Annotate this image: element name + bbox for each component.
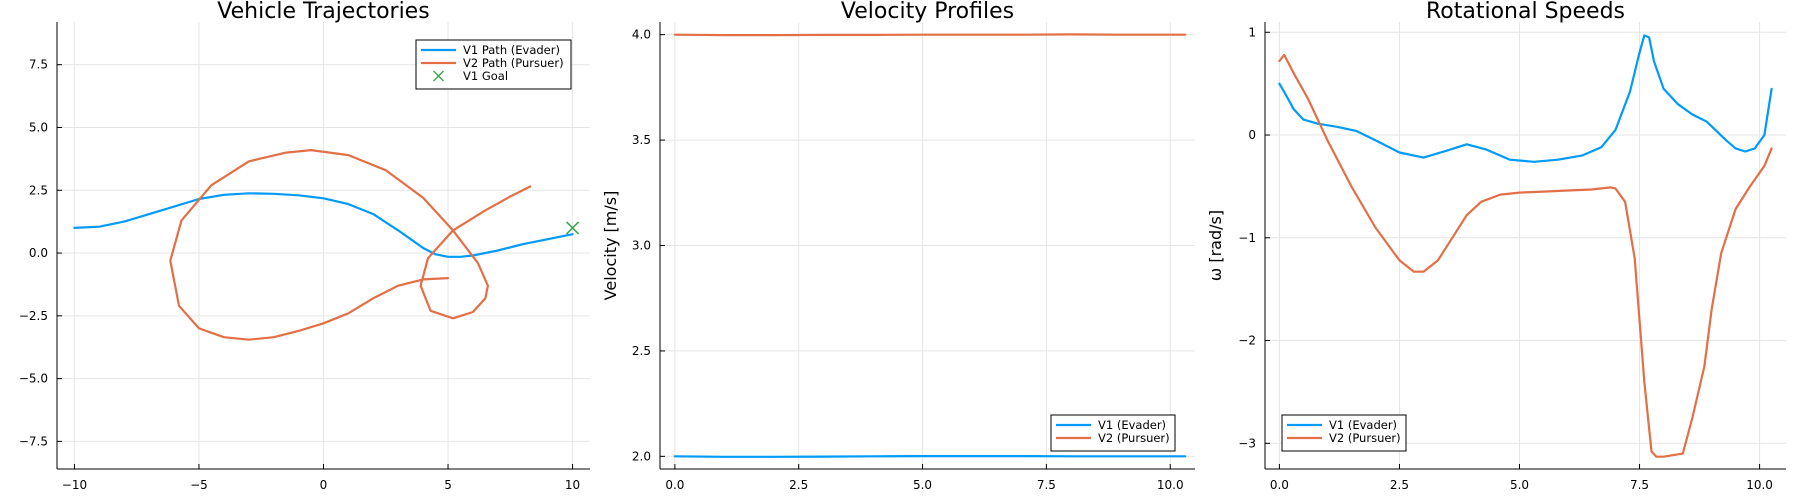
y-tick-label: 3.5 (632, 133, 651, 147)
chart-title: Vehicle Trajectories (217, 0, 429, 24)
panel-2: 0.0 2.5 5.0 7.5 10.0 2.0 2.5 3.0 3.5 4.0 Velocity … (601, 0, 1195, 492)
x-tick-label: 5.0 (913, 478, 932, 492)
legend-label: V1 (Evader) (1098, 418, 1166, 432)
legend-box (415, 39, 572, 90)
x-tick-label: 0 (320, 478, 328, 492)
x-tick-label: 2.5 (789, 478, 808, 492)
y-tick-label: 7.5 (29, 58, 48, 72)
legend-label: V1 (Evader) (1329, 418, 1397, 432)
x-tick-label: 5.0 (1510, 478, 1529, 492)
series-line-2 (673, 33, 1187, 37)
series-line-1 (673, 455, 1187, 458)
panel-3: 0.0 2.5 5.0 7.5 10.0 −3 −2 −1 0 1 Rotational Speed… (1206, 0, 1786, 492)
legend-label: V1 Goal (463, 69, 508, 83)
legend: V1 (Evader)V2 (Pursuer) (1281, 414, 1407, 452)
y-tick-label: −3 (1238, 436, 1256, 450)
x-tick-label: 2.5 (1390, 478, 1409, 492)
x-tick-label: −5 (190, 478, 208, 492)
legend-label: V2 (Pursuer) (1329, 431, 1401, 445)
y-tick-label: 2.5 (29, 183, 48, 197)
x-tick-label: 10.0 (1157, 478, 1184, 492)
y-tick-label: 2.5 (632, 344, 651, 358)
legend-box (1050, 414, 1176, 452)
legend-box (1281, 414, 1407, 452)
y-axis-label: ω [rad/s] (1206, 210, 1225, 281)
x-tick-label: 0.0 (1270, 478, 1289, 492)
x-tick-label: 10 (565, 478, 580, 492)
legend-label: V2 (Pursuer) (1098, 431, 1170, 445)
y-axis-label: Velocity [m/s] (601, 191, 620, 301)
y-tick-label: −1 (1238, 231, 1256, 245)
y-tick-label: 2.0 (632, 449, 651, 463)
y-tick-label: −2.5 (19, 309, 48, 323)
y-tick-label: 3.0 (632, 239, 651, 253)
legend-marker (433, 70, 444, 82)
y-tick-label: 5.0 (29, 120, 48, 134)
x-tick-label: 7.5 (1630, 478, 1649, 492)
series-line-2 (169, 149, 532, 341)
x-tick-label: −10 (62, 478, 87, 492)
y-tick-label: −2 (1238, 334, 1256, 348)
panel-1: −10 −5 0 5 10 −7.5 −5.0 −2.5 0.0 2.5 5.0 7.5 Vehicle… (19, 0, 590, 492)
legend: V1 Path (Evader)V2 Path (Pursuer)V1 Goal (415, 39, 572, 90)
goal-marker (565, 221, 580, 235)
x-tick-label: 5 (444, 478, 452, 492)
y-tick-label: 0 (1248, 128, 1256, 142)
x-tick-label: 0.0 (665, 478, 684, 492)
legend: V1 (Evader)V2 (Pursuer) (1050, 414, 1176, 452)
legend-label: V2 Path (Pursuer) (463, 56, 564, 70)
y-tick-label: 1 (1248, 25, 1256, 39)
x-tick-label: 7.5 (1037, 478, 1056, 492)
y-tick-label: −7.5 (19, 434, 48, 448)
y-tick-label: 0.0 (29, 246, 48, 260)
y-tick-label: 4.0 (632, 28, 651, 42)
series-line-1 (73, 192, 574, 258)
series-line-2 (1278, 53, 1773, 458)
series-line-1 (1278, 34, 1773, 163)
x-tick-label: 10.0 (1746, 478, 1773, 492)
chart-title: Rotational Speeds (1426, 0, 1625, 24)
chart-title: Velocity Profiles (841, 0, 1014, 24)
y-tick-label: −5.0 (19, 372, 48, 386)
legend-label: V1 Path (Evader) (463, 43, 560, 57)
